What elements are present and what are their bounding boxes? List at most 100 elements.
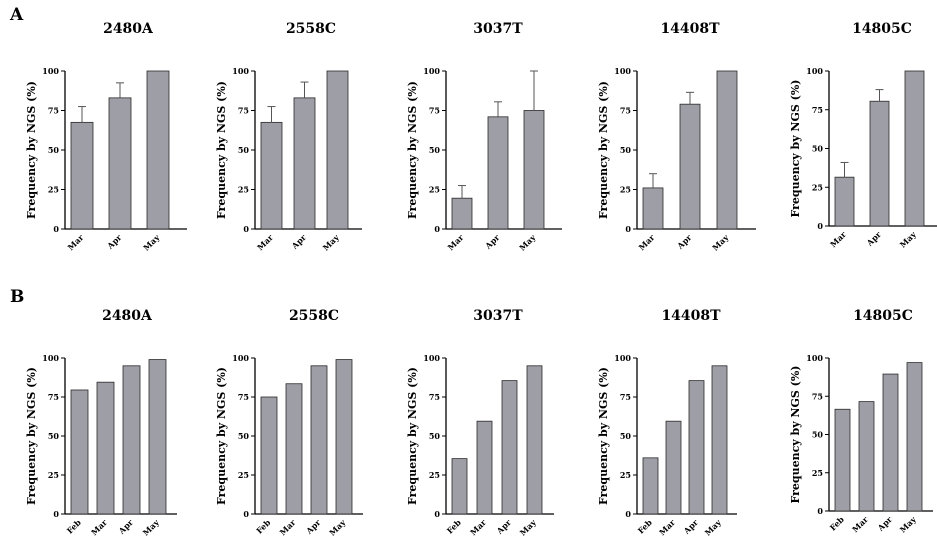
y-tick-label: 75 [238,106,249,116]
x-tick-label: Mar [277,517,298,538]
y-axis-label: Frequency by NGS (%) [597,367,610,505]
y-axis-label: Frequency by NGS (%) [789,79,802,217]
chart-title: 3037T [473,21,523,37]
x-tick-label: Apr [681,517,701,537]
bar [688,380,705,515]
y-tick-label: 50 [238,431,250,441]
x-tick-label: Apr [289,232,309,252]
bar [335,359,353,515]
y-tick-label: 25 [620,185,631,195]
bar [869,100,890,227]
x-tick-label: May [327,517,348,538]
chart-title: 14408T [661,308,721,324]
y-axis-label: Frequency by NGS (%) [406,367,419,505]
x-tick-label: Mar [468,517,489,538]
y-tick-label: 0 [53,224,59,234]
x-tick-label: Apr [303,517,323,537]
bar [501,380,518,515]
chart-title: 14805C [852,21,912,37]
y-tick-label: 0 [625,224,631,234]
panel-label-a: A [9,5,24,25]
bar [285,383,303,515]
x-tick-label: May [517,232,538,253]
x-tick-label: Mar [65,232,86,253]
y-tick-label: 75 [812,105,823,115]
y-tick-label: 100 [42,353,59,363]
bar [642,457,659,515]
y-tick-label: 25 [620,470,631,480]
y-tick-label: 75 [48,392,59,402]
y-tick-label: 0 [434,509,440,519]
y-tick-label: 50 [812,430,824,440]
y-tick-label: 100 [614,353,631,363]
bar [665,420,682,515]
chart-a-2480a: 2480A Frequency by NGS (%) 0 25 50 75 100 Mar Ap… [25,21,187,253]
bar [716,70,738,230]
y-tick-label: 75 [429,106,440,116]
bar [451,197,473,230]
y-tick-label: 50 [429,145,441,155]
y-axis-label: Frequency by NGS (%) [215,367,228,505]
x-tick-label: May [321,232,342,253]
bar [260,396,278,515]
y-tick-label: 25 [812,468,823,478]
y-tick-label: 50 [48,431,60,441]
bar [260,121,283,230]
x-tick-label: May [898,229,919,250]
chart-title: 2558C [289,308,339,324]
x-tick-label: Apr [482,232,502,252]
y-tick-label: 0 [625,509,631,519]
bar [882,373,899,512]
y-tick-label: 0 [53,509,59,519]
bar [904,70,925,227]
y-tick-label: 0 [243,509,249,519]
bar [523,110,545,230]
y-tick-label: 25 [429,470,440,480]
bar [487,116,509,230]
chart-title: 14408T [660,21,720,37]
bar [642,187,664,230]
y-tick-label: 25 [812,182,823,192]
y-tick-label: 75 [238,392,249,402]
y-tick-label: 100 [232,353,249,363]
bar [526,365,543,515]
chart-a-14805c: 14805C Frequency by NGS (%) 0 25 50 75 100 Mar A… [789,21,937,250]
x-tick-label: Mar [850,514,871,535]
chart-b-2480a: 2480A Frequency by NGS (%) 0 25 50 75 100 Feb Ma… [25,308,177,538]
y-axis-label: Frequency by NGS (%) [25,81,38,219]
y-tick-label: 100 [423,353,440,363]
x-tick-label: Mar [636,232,657,253]
bar [834,176,855,227]
chart-a-2558c: 2558C Frequency by NGS (%) 0 25 50 75 100 Mar Ap… [215,21,362,253]
x-tick-label: Apr [494,517,514,537]
y-tick-label: 0 [434,224,440,234]
bar [310,365,328,515]
y-tick-label: 75 [812,391,823,401]
bar [451,458,468,515]
bar [906,362,923,512]
bar [858,401,875,512]
y-tick-label: 100 [42,66,59,76]
y-tick-label: 0 [817,506,823,516]
chart-a-14408t: 14408T Frequency by NGS (%) 0 25 50 75 100 Mar A… [597,21,756,253]
bar [834,408,851,512]
y-tick-label: 25 [48,185,59,195]
y-tick-label: 0 [817,221,823,231]
chart-title: 2480A [103,21,154,37]
x-tick-label: Mar [255,232,276,253]
y-axis-label: Frequency by NGS (%) [597,81,610,219]
y-axis-label: Frequency by NGS (%) [215,81,228,219]
y-tick-label: 50 [812,144,824,154]
bar [122,365,141,515]
bar [679,103,701,230]
y-axis-label: Frequency by NGS (%) [406,81,419,219]
chart-title: 3037T [473,308,523,324]
x-tick-label: Feb [636,517,655,536]
y-tick-label: 50 [429,431,441,441]
x-tick-label: May [141,517,162,538]
chart-title: 2480A [102,308,153,324]
